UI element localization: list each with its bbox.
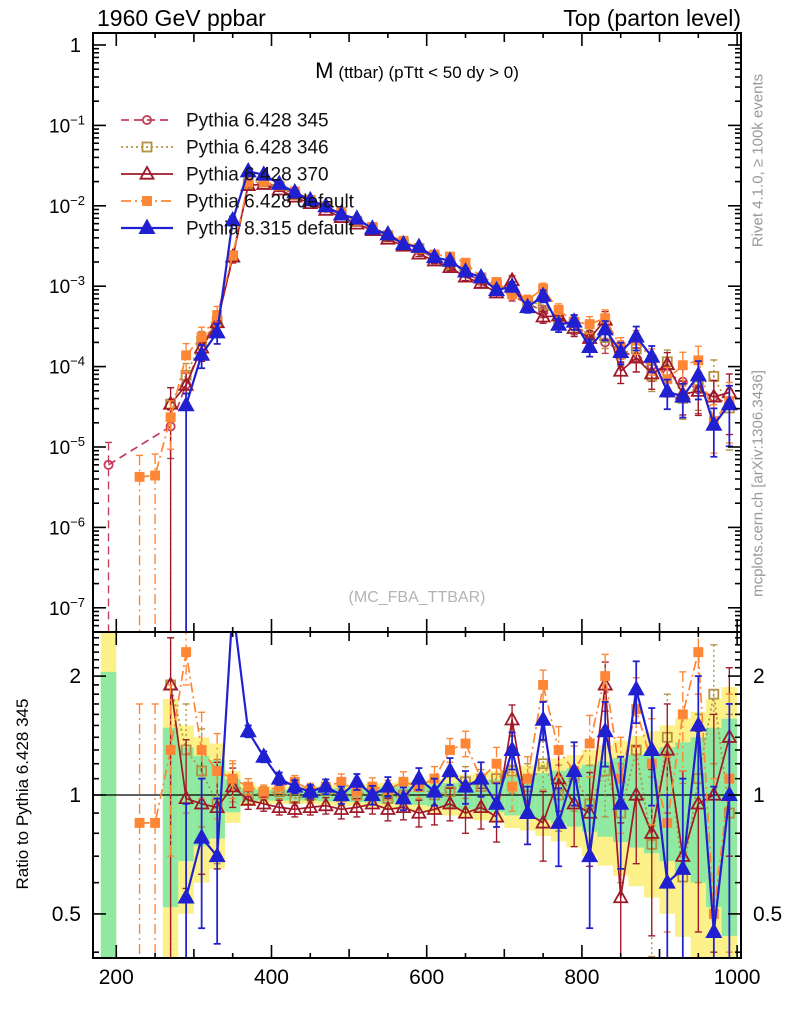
svg-text:0.5: 0.5 <box>52 903 81 926</box>
svg-text:800: 800 <box>564 966 599 989</box>
plot-title-cuts: (ttbar) (pTtt < 50 dy > 0) <box>338 63 519 82</box>
header-beam-title: 1960 GeV ppbar <box>97 5 266 31</box>
ratio-axis-label: Ratio to Pythia 6.428 345 <box>13 698 32 890</box>
series-pythia-6-428-370-main <box>162 175 738 632</box>
svg-text:10−3: 10−3 <box>49 273 85 298</box>
svg-text:0.5: 0.5 <box>753 903 782 926</box>
series-pythia-6-428-default-main <box>134 176 735 632</box>
svg-text:400: 400 <box>254 966 289 989</box>
svg-text:1: 1 <box>69 784 81 807</box>
svg-text:10−6: 10−6 <box>49 514 85 539</box>
series-pythia-8-315-default-ratio <box>177 632 738 958</box>
svg-text:1: 1 <box>70 35 81 57</box>
svg-text:600: 600 <box>409 966 444 989</box>
svg-text:10−5: 10−5 <box>49 434 85 459</box>
plot-title: M (ttbar) (pTtt < 50 dy > 0) <box>93 58 741 84</box>
legend-label: Pythia 6.428 346 <box>186 138 329 159</box>
svg-text:10−1: 10−1 <box>49 112 85 137</box>
svg-text:2: 2 <box>753 665 765 688</box>
svg-text:1000: 1000 <box>714 966 761 989</box>
legend-label: Pythia 6.428 345 <box>186 111 329 132</box>
svg-text:10−2: 10−2 <box>49 193 85 218</box>
series-pythia-8-315-default-main <box>177 161 738 632</box>
legend-label: Pythia 6.428 370 <box>186 165 329 186</box>
legend-label: Pythia 6.428 default <box>186 192 355 213</box>
watermark-analysis-id: (MC_FBA_TTBAR) <box>348 589 486 606</box>
svg-text:10−4: 10−4 <box>49 354 85 379</box>
plot-title-observable: M <box>315 58 334 83</box>
axes: 200 400 600 800 1000 1 10−1 10−2 10−3 10−4 10−5 10−… <box>49 33 782 989</box>
mcplots-citation-note: mcplots.cern.ch [arXiv:1306.3436] <box>749 370 767 597</box>
series-pythia-6-428-346-main <box>165 176 735 632</box>
header-analysis-title: Top (parton level) <box>563 5 741 31</box>
svg-text:10−7: 10−7 <box>49 595 85 620</box>
legend-label: Pythia 8.315 default <box>186 219 355 240</box>
svg-text:2: 2 <box>69 665 81 688</box>
rivet-version-note: Rivet 4.1.0, ≥ 100k events <box>749 73 767 248</box>
series-pythia-6-428-370-ratio <box>162 637 738 958</box>
legend: Pythia 6.428 345 Pythia 6.428 346 Pythia 6… <box>121 111 355 240</box>
svg-text:200: 200 <box>99 966 134 989</box>
svg-text:1: 1 <box>753 784 765 807</box>
